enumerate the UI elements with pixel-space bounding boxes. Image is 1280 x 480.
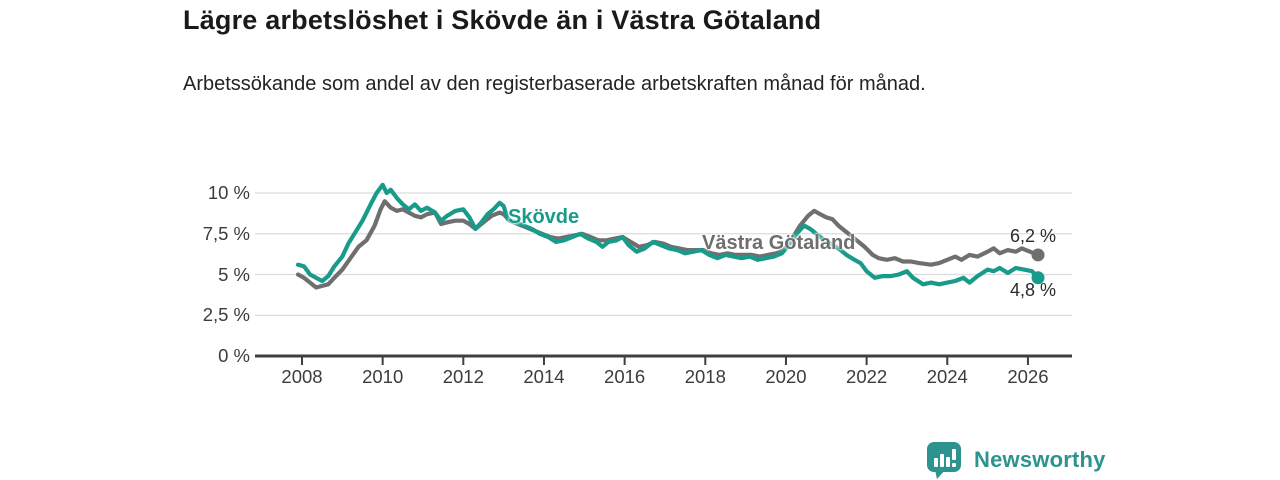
series-end-dot-vastra-gotaland [1031,248,1045,262]
y-tick-label: 2,5 % [202,304,250,326]
x-tick-label: 2012 [442,366,484,387]
x-tick-label: 2014 [523,366,565,387]
y-tick-label: 5 % [218,263,250,285]
page-title: Lägre arbetslöshet i Skövde än i Västra … [183,5,822,35]
x-tick-label: 2008 [281,366,323,387]
brand-wordmark: Newsworthy [974,447,1106,472]
end-value-label-skovde: 4,8 % [1010,280,1057,300]
x-tick-label: 2022 [846,366,888,387]
newsworthy-chart-bubble-icon [927,442,961,479]
series-label-skovde: Skövde [508,206,580,228]
series-end-dot-skovde [1031,271,1045,285]
x-tick-label: 2024 [926,366,968,387]
y-tick-label: 0 % [218,345,250,366]
x-tick-label: 2018 [684,366,726,387]
y-tick-label: 7,5 % [202,222,250,244]
page-subtitle: Arbetssökande som andel av den registerb… [183,73,926,95]
series-label-vastra-gotaland: Västra Götaland [702,232,856,254]
x-tick-label: 2020 [765,366,807,387]
y-tick-label: 10 % [207,182,250,203]
newsworthy-logo: Newsworthy [926,440,1106,480]
x-tick-label: 2016 [604,366,646,387]
series-line-skovde [295,182,1041,287]
x-tick-label: 2010 [362,366,404,387]
x-tick-label: 2026 [1007,366,1049,387]
end-value-label-vastra-gotaland: 6,2 % [1010,226,1057,246]
